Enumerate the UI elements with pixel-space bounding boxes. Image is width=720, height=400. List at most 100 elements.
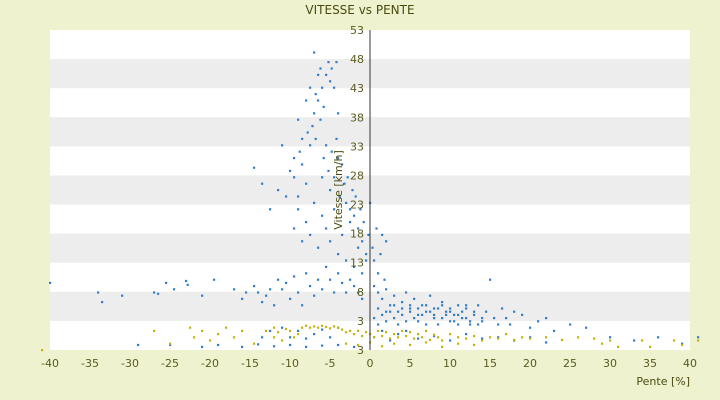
data-point (497, 323, 500, 326)
data-point (375, 227, 378, 230)
data-point (377, 323, 380, 326)
data-point (121, 294, 124, 297)
data-point (405, 291, 408, 294)
y-tick-label: 28 (350, 169, 364, 182)
data-point (465, 304, 468, 307)
data-point (529, 326, 532, 329)
data-point (313, 112, 316, 115)
data-point (529, 336, 532, 339)
data-point (389, 310, 392, 313)
data-point (505, 333, 508, 336)
data-point (441, 345, 444, 348)
data-point (365, 259, 368, 262)
data-point (445, 313, 448, 316)
data-point (657, 336, 660, 339)
data-point (257, 291, 260, 294)
data-point (273, 304, 276, 307)
data-point (301, 240, 304, 243)
data-point (297, 208, 300, 211)
data-point (169, 343, 172, 347)
x-tick-label: -35 (81, 357, 99, 370)
data-point (49, 281, 52, 284)
data-point (425, 323, 428, 326)
data-point (365, 331, 368, 334)
data-point (343, 182, 346, 185)
data-point (473, 343, 476, 347)
data-point (681, 343, 684, 347)
data-point (473, 313, 476, 316)
data-point (41, 349, 44, 352)
data-point (321, 328, 324, 331)
data-point (521, 313, 524, 316)
data-point (173, 288, 176, 291)
data-point (381, 345, 384, 348)
data-point (421, 304, 424, 307)
tick-labels: -40 -35 -30 -25 -20 -15 -10 -5 0 5 10 15 20 25 30 35 40 3… (41, 24, 697, 370)
data-point (327, 169, 330, 172)
data-point (441, 317, 444, 320)
data-point (393, 294, 396, 297)
data-point (437, 307, 440, 310)
data-point (351, 189, 354, 192)
data-point (457, 304, 460, 307)
data-point (477, 304, 480, 307)
data-point (289, 329, 292, 332)
data-point (429, 294, 432, 297)
x-tick-label: 5 (407, 357, 414, 370)
data-point (337, 272, 340, 275)
data-point (329, 327, 332, 330)
data-point (201, 329, 204, 332)
data-point (349, 329, 352, 332)
data-point (201, 345, 204, 348)
data-point (338, 195, 341, 198)
data-point (309, 144, 312, 147)
data-point (377, 329, 380, 332)
data-point (346, 176, 349, 179)
data-point (449, 307, 452, 310)
data-point (601, 342, 604, 345)
data-point (425, 329, 428, 332)
data-point (269, 288, 272, 291)
data-point (449, 320, 452, 323)
data-point (449, 339, 452, 342)
x-tick-label: 40 (683, 357, 697, 370)
data-point (325, 325, 328, 329)
data-point (361, 297, 364, 300)
data-point (293, 157, 296, 160)
data-point (461, 317, 464, 320)
y-tick-label: 3 (357, 344, 364, 357)
data-point (649, 345, 652, 348)
data-point (337, 112, 340, 115)
data-point (609, 336, 612, 339)
data-point (285, 281, 288, 284)
data-point (319, 118, 322, 121)
data-point (367, 233, 370, 236)
x-tick-label: 0 (367, 357, 374, 370)
data-point (305, 99, 308, 102)
data-point (341, 233, 344, 236)
data-point (497, 336, 500, 339)
data-point (353, 214, 356, 217)
y-tick-label: 53 (350, 24, 364, 37)
data-point (383, 278, 386, 281)
data-point (269, 329, 272, 332)
data-point (413, 337, 416, 340)
data-point (285, 195, 288, 198)
data-point (429, 310, 432, 313)
data-point (317, 246, 320, 249)
data-point (401, 313, 404, 316)
data-point (489, 278, 492, 281)
data-point (393, 342, 396, 345)
data-point (321, 176, 324, 179)
data-point (377, 291, 380, 294)
data-point (305, 221, 308, 224)
data-point (293, 275, 296, 278)
data-point (321, 344, 324, 347)
data-point (697, 336, 700, 339)
data-point (253, 285, 256, 288)
x-tick-label: 30 (603, 357, 617, 370)
data-point (545, 341, 548, 344)
data-point (433, 334, 436, 338)
data-point (513, 310, 516, 313)
